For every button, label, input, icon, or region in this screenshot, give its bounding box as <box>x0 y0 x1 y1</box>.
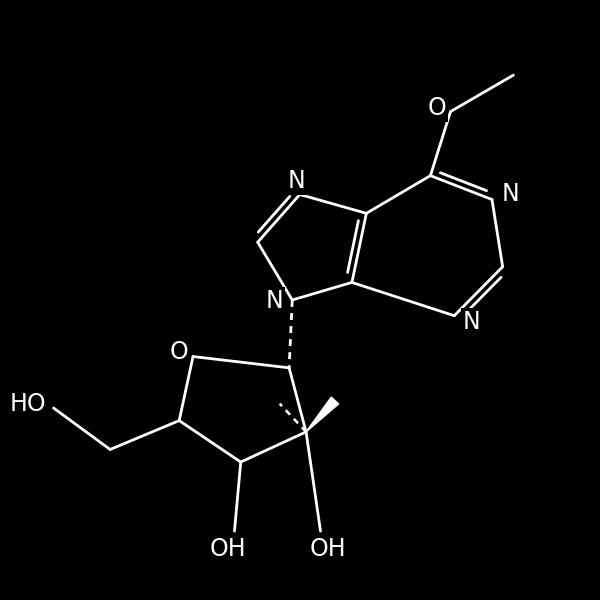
Text: O: O <box>170 340 188 364</box>
Polygon shape <box>306 397 338 432</box>
Text: N: N <box>266 289 284 313</box>
Text: OH: OH <box>210 537 247 561</box>
Text: O: O <box>427 97 446 121</box>
Text: HO: HO <box>10 392 46 416</box>
Text: N: N <box>288 169 305 193</box>
Text: OH: OH <box>310 537 346 561</box>
Text: N: N <box>463 310 481 334</box>
Text: N: N <box>502 182 520 206</box>
